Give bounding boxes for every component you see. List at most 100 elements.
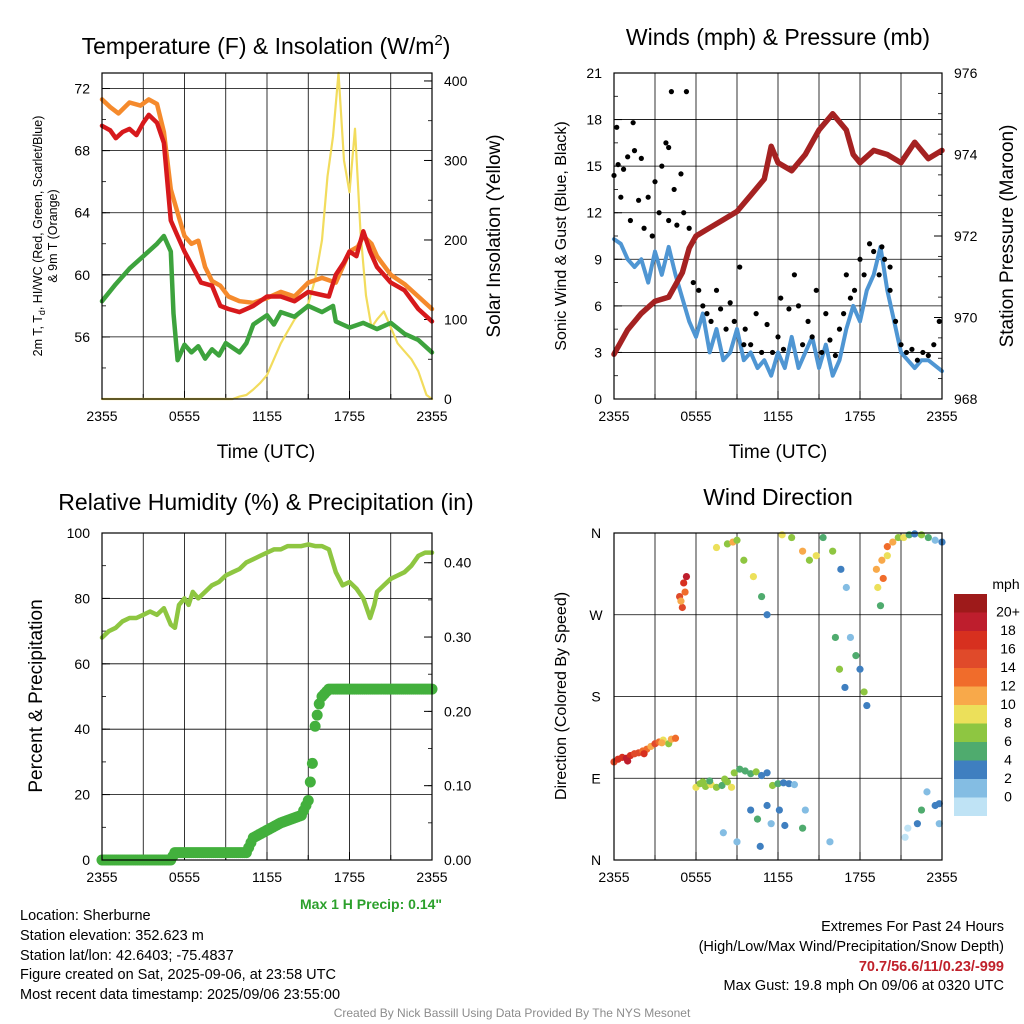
wind-dir-point — [799, 547, 807, 555]
temp-ytick-label: 68 — [74, 143, 90, 159]
gust-point — [630, 120, 636, 126]
wind-dir-point — [841, 683, 849, 692]
wind-dir-point — [935, 800, 943, 808]
wind-ytick-label: 21 — [586, 65, 602, 81]
wind-dir-point — [719, 829, 727, 837]
dewpoint-line — [99, 233, 435, 363]
wind-dir-point — [758, 592, 766, 601]
wind-dir-point — [819, 533, 827, 542]
wind-dir-point — [826, 838, 834, 846]
gust-point — [718, 306, 724, 312]
gust-point — [936, 318, 942, 324]
wind-dir-point — [835, 665, 844, 673]
rh-ytick-label: 100 — [67, 525, 91, 541]
gust-point — [663, 140, 669, 146]
wind-dir-point — [658, 739, 666, 747]
dir-title: Wind Direction — [703, 484, 853, 510]
gust-point — [708, 318, 714, 324]
gust-point — [847, 295, 854, 301]
gust-point — [857, 256, 863, 262]
wind-dir-point — [682, 573, 691, 581]
legend-label: 16 — [1000, 641, 1016, 657]
wind-plot-border — [613, 72, 943, 400]
gust-point — [659, 163, 665, 169]
wind-dir-point — [829, 547, 837, 555]
gust-point — [700, 303, 706, 309]
humidity-precip-panel: Relative Humidity (%) & Precipitation (i… — [26, 489, 474, 885]
legend-label: 8 — [1004, 715, 1012, 731]
wind-speed-line — [612, 237, 944, 378]
legend-label: 2 — [1004, 770, 1012, 786]
rh-y2tick-label: 0.30 — [444, 629, 471, 645]
wind-dir-point — [763, 611, 771, 619]
gust-point — [876, 272, 882, 278]
legend-swatch — [954, 797, 987, 816]
rh-title: Relative Humidity (%) & Precipitation (i… — [58, 489, 473, 515]
temp-ytick-label: 64 — [74, 205, 90, 221]
gust-point — [678, 171, 684, 177]
wind-dir-point — [712, 783, 721, 791]
gust-point — [764, 321, 770, 328]
temp-xtick-label: 1155 — [252, 408, 282, 424]
legend-label: 10 — [1000, 696, 1016, 712]
wind-dir-point — [758, 771, 766, 780]
rh-xtick-label: 2355 — [416, 869, 447, 885]
wind-dir-point — [883, 543, 891, 551]
rh-ytick-label: 40 — [74, 721, 90, 737]
gust-point — [620, 166, 627, 172]
wind-ytick-label: 15 — [586, 158, 602, 174]
wind-dir-point — [680, 579, 688, 587]
wind-dir-point — [706, 777, 714, 785]
max-gust: Max Gust: 19.8 mph On 09/06 at 0320 UTC — [723, 978, 1004, 995]
gust-point — [631, 148, 638, 154]
wind-xlabel: Time (UTC) — [729, 442, 828, 463]
wind-dir-point — [699, 778, 707, 786]
station-elevation: Station elevation: 352.623 m — [20, 927, 204, 944]
rh-ytick-label: 80 — [74, 590, 90, 606]
wind-y2tick-label: 968 — [954, 391, 978, 407]
wind-dir-point — [767, 820, 775, 828]
wind-xtick-label: 1755 — [844, 408, 875, 424]
gust-point — [696, 287, 702, 293]
legend-swatch — [954, 705, 987, 724]
dir-tick-label: E — [591, 770, 600, 786]
wind-dir-point — [837, 565, 845, 573]
temp-ytick-label: 60 — [74, 267, 90, 283]
gust-point — [887, 287, 893, 293]
rh-line — [99, 542, 435, 640]
wind-dir-point — [778, 531, 786, 539]
temp-y2tick-label: 200 — [444, 232, 468, 248]
credit-line: Created By Nick Bassill Using Data Provi… — [333, 1006, 691, 1020]
wind-direction-panel: Wind Direction Direction (Colored By Spe… — [553, 484, 1020, 885]
rh-ytick-label: 0 — [82, 852, 90, 868]
wind-dir-point — [763, 801, 771, 810]
gust-point — [668, 89, 675, 95]
wind-y2tick-label: 970 — [954, 310, 978, 326]
gust-point — [769, 349, 776, 356]
temp-xtick-label: 0555 — [169, 408, 200, 424]
wind-dir-point — [846, 633, 855, 642]
rh-xtick-label: 1155 — [252, 869, 282, 885]
wind-dir-point — [860, 688, 868, 696]
gust-point — [627, 217, 634, 224]
wind-dir-point — [730, 769, 738, 777]
gust-point — [731, 318, 737, 324]
wind-y2tick-label: 972 — [954, 228, 978, 244]
wind-ytick-label: 9 — [594, 251, 602, 267]
wind-dir-point — [842, 583, 850, 592]
rh-xtick-label: 1755 — [334, 869, 365, 885]
wind-dir-point — [741, 767, 749, 775]
rh-xtick-label: 0555 — [169, 869, 200, 885]
wind-xtick-label: 2355 — [598, 408, 629, 424]
gust-point — [778, 295, 784, 301]
temp-title: Temperature (F) & Insolation (W/m2) — [82, 32, 451, 59]
precip-point — [311, 709, 323, 721]
wind-dir-point — [874, 583, 882, 592]
wind-dir-point — [911, 530, 919, 538]
wind-dir-point — [740, 556, 748, 564]
legend-swatch — [954, 631, 987, 650]
temp-xtick-label: 1755 — [334, 408, 365, 424]
wind-dir-point — [671, 734, 680, 742]
gust-point — [636, 197, 642, 203]
wind-y2label: Station Pressure (Maroon) — [997, 125, 1018, 348]
